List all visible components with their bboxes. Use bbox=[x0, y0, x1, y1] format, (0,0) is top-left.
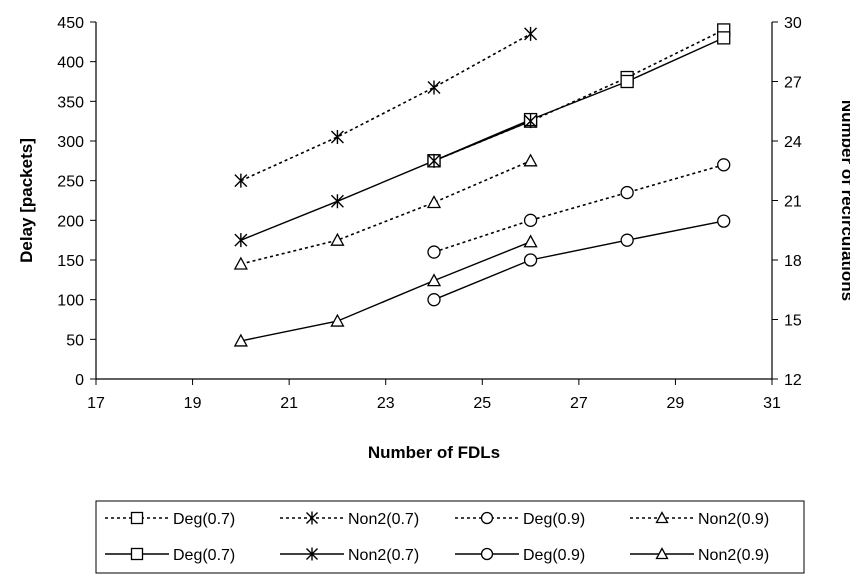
data-point-triangle bbox=[330, 232, 345, 246]
legend-marker-square bbox=[130, 547, 144, 561]
chart-axes: 17 19 21 23 25 27 29 31 0 50 100 150 200 250 300 350 400… bbox=[57, 15, 802, 412]
data-point-triangle bbox=[426, 195, 442, 209]
y-left-tick-label: 400 bbox=[57, 55, 84, 72]
legend-label: Deg(0.9) bbox=[523, 547, 585, 564]
legend-marker-triangle bbox=[655, 547, 669, 560]
data-point-star bbox=[427, 80, 441, 95]
x-tick-label: 29 bbox=[667, 395, 685, 412]
y-left-tick-label: 150 bbox=[57, 253, 84, 270]
y-right-tick-label: 21 bbox=[784, 194, 802, 211]
y-left-tick-label: 300 bbox=[57, 134, 84, 151]
series-line-triangle-dotted bbox=[240, 160, 531, 265]
y-right-tick-label: 24 bbox=[784, 134, 802, 151]
x-tick-label: 23 bbox=[377, 395, 395, 412]
data-point-triangle bbox=[330, 313, 345, 327]
y-right-tick-label: 15 bbox=[784, 313, 802, 330]
data-point-circle bbox=[427, 293, 441, 307]
y-right-tick-label: 27 bbox=[784, 75, 802, 92]
x-tick-label: 21 bbox=[280, 395, 298, 412]
data-point-circle bbox=[620, 185, 634, 200]
data-point-circle bbox=[523, 253, 538, 267]
data-point-circle bbox=[523, 213, 538, 227]
y-left-tick-label: 0 bbox=[75, 372, 84, 389]
data-point-triangle bbox=[426, 273, 442, 287]
x-tick-label: 27 bbox=[570, 395, 588, 412]
legend-marker-star bbox=[306, 547, 318, 561]
data-point-star bbox=[234, 173, 248, 188]
legend-label: Non2(0.9) bbox=[698, 547, 769, 564]
x-tick-label: 17 bbox=[87, 395, 105, 412]
x-tick-label: 31 bbox=[763, 395, 781, 412]
legend-label: Deg(0.7) bbox=[173, 511, 235, 528]
legend-label: Non2(0.9) bbox=[698, 511, 769, 528]
legend-label: Deg(0.7) bbox=[173, 547, 235, 564]
data-point-square bbox=[620, 74, 634, 89]
data-point-circle bbox=[717, 214, 731, 228]
y-left-tick-label: 50 bbox=[66, 332, 84, 349]
y-right-tick-label: 30 bbox=[784, 15, 802, 32]
data-point-triangle bbox=[233, 333, 248, 347]
y-axis-title-right: Number of recirculations bbox=[838, 100, 850, 301]
y-axis-title-left: Delay [packets] bbox=[17, 138, 36, 263]
chart-series bbox=[240, 29, 725, 342]
legend-marker-square bbox=[130, 511, 144, 525]
legend-marker-triangle bbox=[655, 511, 669, 524]
series-line-star-dotted bbox=[240, 33, 531, 182]
series-line-circle-dotted bbox=[433, 164, 724, 253]
series-line-square-solid bbox=[433, 37, 724, 162]
legend-label: Deg(0.9) bbox=[523, 511, 585, 528]
data-point-star bbox=[524, 114, 538, 129]
legend-marker-circle bbox=[480, 547, 494, 561]
legend-marker-star bbox=[306, 511, 318, 525]
y-right-tick-label: 18 bbox=[784, 253, 802, 270]
legend-marker-circle bbox=[480, 511, 494, 525]
x-axis-title: Number of FDLs bbox=[368, 443, 500, 462]
data-point-triangle bbox=[523, 153, 538, 167]
data-point-triangle bbox=[233, 256, 248, 270]
series-line-star-solid bbox=[240, 120, 531, 241]
series-line-circle-solid bbox=[433, 220, 724, 301]
data-point-star bbox=[234, 233, 248, 248]
series-line-triangle-solid bbox=[240, 241, 531, 342]
chart-legend: Deg(0.7) Non2(0.7) Deg(0.9) Non2(0.9) Deg(0.… bbox=[95, 500, 805, 574]
x-tick-label: 19 bbox=[184, 395, 202, 412]
y-left-tick-label: 250 bbox=[57, 174, 84, 191]
legend-label: Non2(0.7) bbox=[348, 547, 419, 564]
y-left-tick-label: 450 bbox=[57, 15, 84, 32]
legend-label: Non2(0.7) bbox=[348, 511, 419, 528]
data-point-star bbox=[330, 194, 344, 209]
x-tick-label: 25 bbox=[473, 395, 491, 412]
data-point-star bbox=[330, 130, 344, 145]
data-point-circle bbox=[427, 245, 441, 259]
data-point-triangle bbox=[523, 234, 538, 248]
data-point-star bbox=[427, 153, 441, 168]
y-left-tick-label: 100 bbox=[57, 293, 84, 310]
data-point-circle bbox=[717, 158, 731, 172]
data-point-square bbox=[717, 31, 731, 45]
y-left-tick-label: 200 bbox=[57, 213, 84, 230]
y-right-tick-label: 12 bbox=[784, 372, 802, 389]
y-left-tick-label: 350 bbox=[57, 94, 84, 111]
series-line-square-dotted bbox=[433, 29, 725, 162]
data-point-star bbox=[524, 26, 538, 41]
legend-box bbox=[95, 500, 805, 574]
chart-markers bbox=[233, 23, 731, 347]
data-point-circle bbox=[620, 233, 634, 247]
